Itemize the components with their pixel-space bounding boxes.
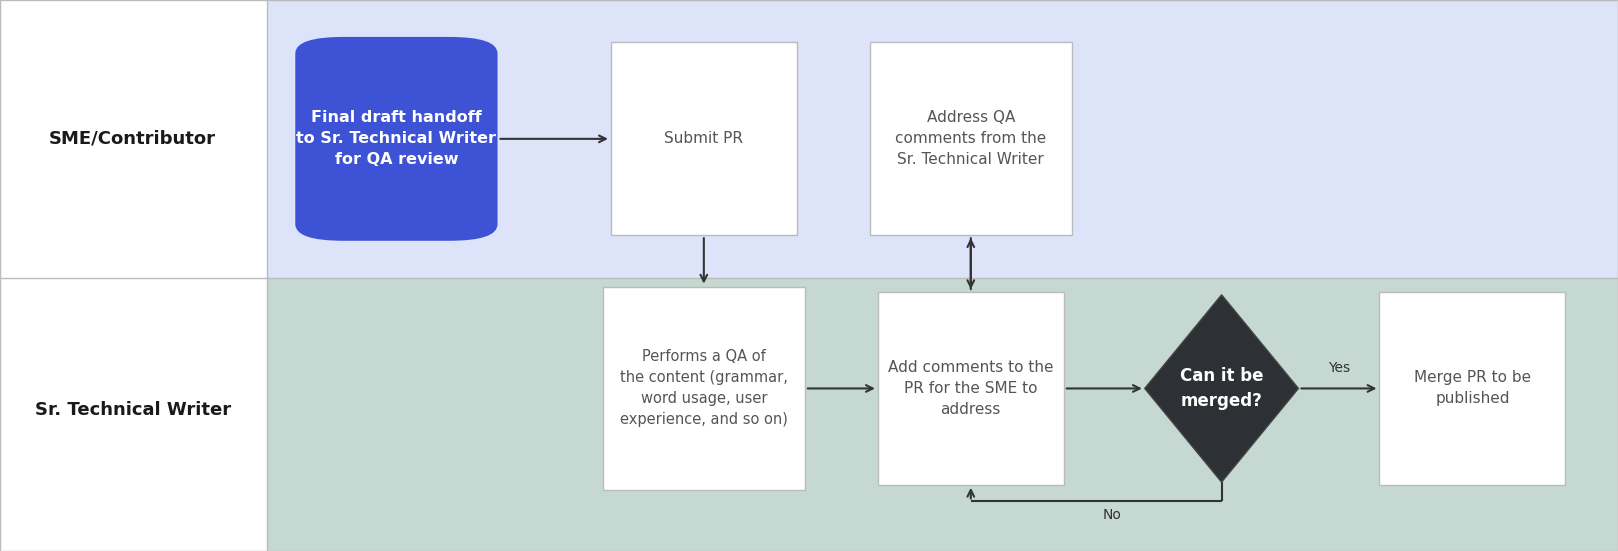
FancyBboxPatch shape — [877, 292, 1065, 485]
Text: Submit PR: Submit PR — [665, 131, 743, 147]
FancyBboxPatch shape — [1379, 292, 1565, 485]
Text: Sr. Technical Writer: Sr. Technical Writer — [34, 402, 231, 419]
FancyBboxPatch shape — [294, 37, 497, 241]
Text: Merge PR to be
published: Merge PR to be published — [1414, 370, 1531, 407]
Text: Can it be
merged?: Can it be merged? — [1180, 367, 1264, 410]
FancyBboxPatch shape — [267, 278, 1618, 551]
FancyBboxPatch shape — [267, 0, 1618, 278]
FancyBboxPatch shape — [602, 287, 806, 490]
Polygon shape — [1146, 295, 1298, 482]
Text: Final draft handoff
to Sr. Technical Writer
for QA review: Final draft handoff to Sr. Technical Wri… — [296, 110, 497, 168]
Text: SME/Contributor: SME/Contributor — [49, 130, 217, 148]
Text: Yes: Yes — [1328, 361, 1349, 375]
Text: Address QA
comments from the
Sr. Technical Writer: Address QA comments from the Sr. Technic… — [895, 110, 1047, 168]
Text: Add comments to the
PR for the SME to
address: Add comments to the PR for the SME to ad… — [888, 360, 1053, 417]
Text: No: No — [1103, 508, 1121, 522]
Text: Performs a QA of
the content (grammar,
word usage, user
experience, and so on): Performs a QA of the content (grammar, w… — [620, 349, 788, 428]
FancyBboxPatch shape — [610, 42, 796, 235]
FancyBboxPatch shape — [870, 42, 1071, 235]
